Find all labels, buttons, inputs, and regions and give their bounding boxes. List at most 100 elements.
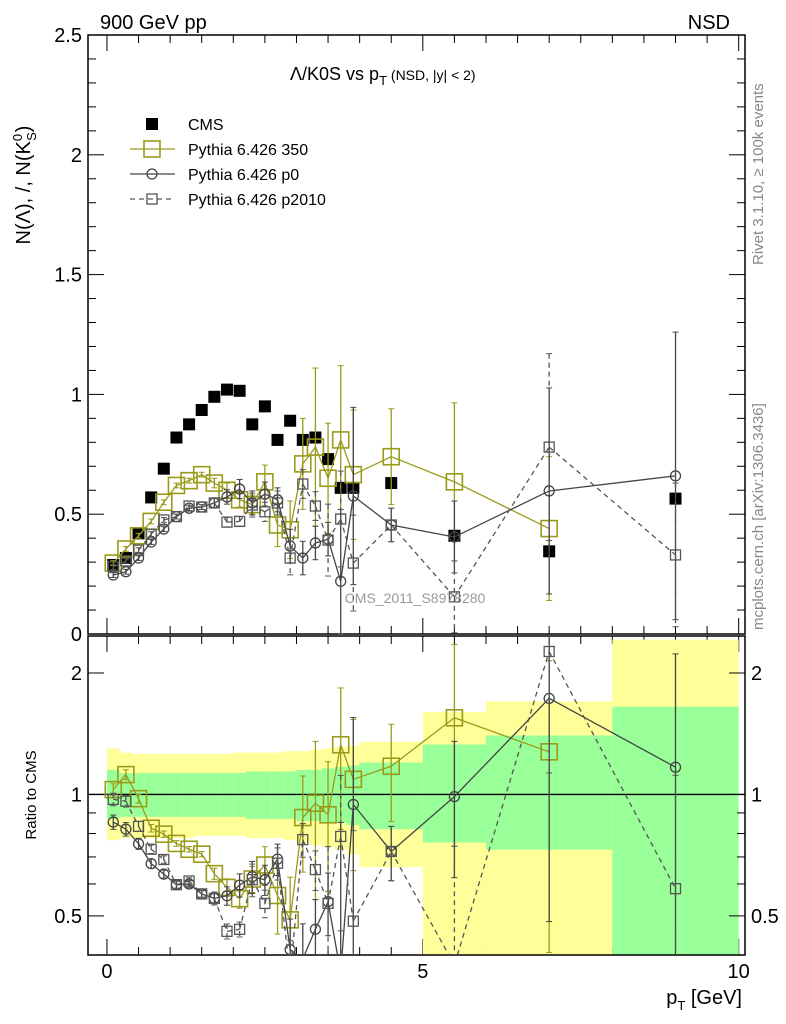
data-point xyxy=(158,868,170,880)
series-line xyxy=(327,518,342,541)
data-point xyxy=(448,790,461,803)
data-point xyxy=(347,798,359,811)
series-line xyxy=(163,873,177,886)
series-line xyxy=(390,851,450,956)
series-line xyxy=(390,456,455,483)
y-tick-label: 2 xyxy=(71,145,82,167)
green-band xyxy=(258,771,272,819)
data-point xyxy=(117,765,135,784)
data-point xyxy=(145,858,157,870)
series-line xyxy=(302,483,316,507)
series-line xyxy=(150,827,165,835)
data-point xyxy=(208,892,220,905)
data-point xyxy=(208,390,221,403)
series-line xyxy=(548,446,676,556)
data-point xyxy=(271,433,284,446)
series-line xyxy=(201,502,215,508)
series-line xyxy=(453,446,550,598)
series-line xyxy=(125,828,140,845)
data-point xyxy=(196,888,208,900)
series-line xyxy=(548,697,676,768)
y-tick-label: 0 xyxy=(71,624,82,646)
series-line xyxy=(264,858,279,881)
data-point xyxy=(155,493,173,512)
main-panel: 0 0.5 1 1.5 2 2.5 xyxy=(54,25,746,955)
series-line xyxy=(137,798,152,829)
series-line xyxy=(264,863,279,904)
data-point xyxy=(183,875,195,887)
y-tick-label: 0.5 xyxy=(54,504,82,526)
data-point xyxy=(543,485,555,497)
series-line xyxy=(353,456,392,476)
data-point xyxy=(132,544,145,556)
legend-marker xyxy=(146,168,158,180)
rivet-label: Rivet 3.1.10, ≥ 100k events xyxy=(750,83,767,265)
series-line xyxy=(150,848,165,861)
series-line xyxy=(251,493,266,504)
data-point xyxy=(167,834,186,853)
data-point xyxy=(120,566,132,578)
data-point xyxy=(448,591,461,603)
series-line xyxy=(214,895,228,900)
series-line xyxy=(391,524,455,538)
series-line xyxy=(214,482,228,491)
data-point xyxy=(331,431,350,449)
data-point xyxy=(132,552,145,564)
data-point xyxy=(145,528,157,540)
data-point xyxy=(221,925,233,937)
data-point xyxy=(297,552,309,564)
legend-label: Pythia 6.426 350 xyxy=(188,142,308,159)
data-point xyxy=(319,805,337,824)
main-frame xyxy=(87,34,746,635)
series-line xyxy=(327,439,342,479)
data-point xyxy=(167,476,186,495)
series-line xyxy=(353,765,392,780)
data-point xyxy=(297,833,309,846)
series-line xyxy=(201,893,215,900)
legend-label: CMS xyxy=(188,117,224,134)
data-point xyxy=(158,853,170,866)
data-point xyxy=(205,474,224,492)
data-point xyxy=(258,400,271,413)
title: Λ/K0S vs pT (NSD, |y| < 2) xyxy=(290,64,476,88)
data-point xyxy=(347,557,359,569)
data-point xyxy=(183,418,196,431)
series-line xyxy=(352,851,392,922)
ratio-panel: 0 5 10 0.5 0.5 1 1 2 2 xyxy=(54,635,779,983)
data-point xyxy=(221,890,233,902)
series-line xyxy=(176,842,190,850)
data-point xyxy=(107,569,119,581)
data-point xyxy=(543,441,555,453)
series-line xyxy=(315,538,329,544)
series-line xyxy=(303,928,317,956)
series-line xyxy=(251,879,266,904)
series-line xyxy=(454,717,550,753)
series-line xyxy=(252,876,266,881)
y-tick-label: 1 xyxy=(71,384,82,406)
x-tick-label: 0 xyxy=(101,961,112,983)
series-line xyxy=(352,495,392,526)
ratio-frame xyxy=(87,635,746,956)
data-point xyxy=(155,825,173,843)
data-point xyxy=(284,414,297,427)
data-point xyxy=(669,761,682,773)
series-line xyxy=(201,474,215,484)
series-line xyxy=(226,488,240,498)
data-point xyxy=(196,501,208,513)
legend-marker xyxy=(146,118,158,130)
data-point xyxy=(309,923,322,935)
data-point xyxy=(233,923,246,936)
series-line xyxy=(213,502,228,523)
data-point xyxy=(309,863,322,876)
series-line xyxy=(341,804,354,956)
series-line xyxy=(112,560,127,568)
data-point xyxy=(306,438,325,456)
series-line xyxy=(112,821,127,830)
legend-label: Pythia 6.426 p0 xyxy=(188,167,299,184)
header-right: NSD xyxy=(688,12,730,34)
data-point xyxy=(347,915,359,927)
data-point xyxy=(170,431,183,444)
series-line xyxy=(188,848,202,855)
ratio-y-tick-label: 2 xyxy=(751,663,762,685)
